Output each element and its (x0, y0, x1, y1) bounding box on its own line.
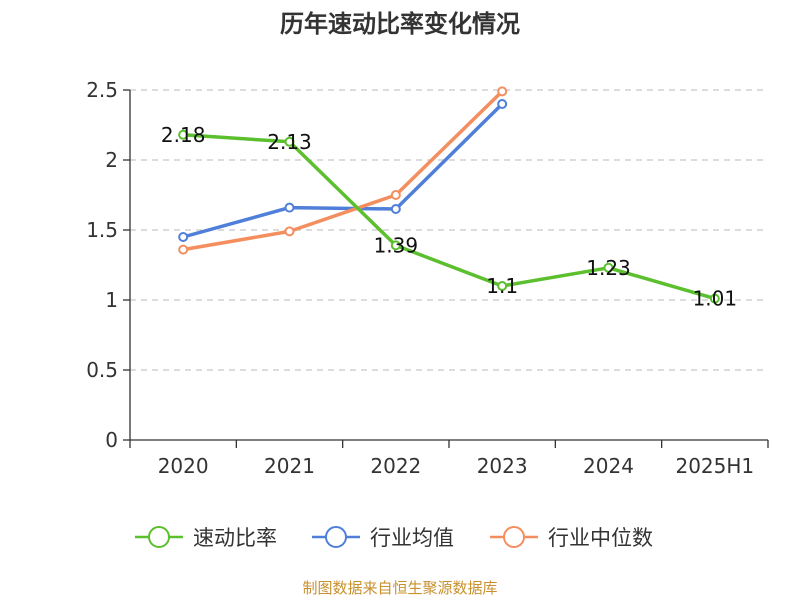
axes: 0 0.5 1 1.5 2 2.5 2020 2021 2022 2023 2024 2025H1 (86, 78, 769, 478)
y-tick-label: 2.5 (86, 78, 118, 102)
data-label: 2.13 (267, 130, 312, 154)
legend-marker (325, 526, 347, 548)
data-label: 1.39 (374, 233, 419, 257)
y-tick-label: 1 (105, 288, 118, 312)
data-label: 1.01 (693, 287, 738, 311)
data-label: 2.18 (161, 123, 206, 147)
x-tick-label: 2024 (583, 454, 634, 478)
legend-item-2[interactable]: 行业中位数 (490, 526, 653, 550)
data-point[interactable] (390, 240, 401, 251)
series-line-0 (181, 133, 717, 301)
data-label: 1.1 (486, 274, 518, 298)
x-tick-label: 2020 (158, 454, 209, 478)
series-line-1 (181, 102, 504, 239)
x-tick-label: 2021 (264, 454, 315, 478)
x-tick-label: 2022 (370, 454, 421, 478)
data-point[interactable] (390, 190, 401, 200)
legend[interactable]: 速动比率 行业均值 行业中位数 (135, 526, 653, 550)
data-point[interactable] (284, 136, 295, 147)
gridlines (130, 89, 768, 371)
y-tick-label: 2 (105, 148, 118, 172)
data-point[interactable] (603, 262, 614, 273)
legend-label: 速动比率 (193, 526, 277, 550)
x-tick-label: 2025H1 (675, 454, 754, 478)
y-tick-label: 0.5 (86, 358, 118, 382)
data-point[interactable] (709, 293, 720, 304)
y-tick-label: 1.5 (86, 218, 118, 242)
data-point[interactable] (497, 86, 508, 97)
data-point[interactable] (390, 204, 401, 214)
data-point[interactable] (284, 226, 295, 237)
legend-item-1[interactable]: 行业均值 (312, 526, 454, 550)
x-tick-label: 2023 (477, 454, 528, 478)
data-labels: 2.18 2.13 1.39 1.1 1.23 1.01 (161, 123, 737, 311)
legend-label: 行业均值 (370, 526, 454, 550)
data-point[interactable] (497, 281, 508, 291)
series-line-2 (181, 89, 504, 252)
data-point[interactable] (178, 232, 189, 242)
data-point[interactable] (178, 244, 189, 255)
data-point[interactable] (497, 99, 508, 109)
legend-label: 行业中位数 (548, 526, 653, 550)
chart-title: 历年速动比率变化情况 (280, 10, 520, 38)
y-tick-label: 0 (105, 428, 118, 452)
series-layer (178, 86, 720, 304)
legend-marker (148, 526, 170, 548)
legend-marker (503, 526, 525, 548)
legend-item-0[interactable]: 速动比率 (135, 526, 277, 550)
data-label: 1.23 (586, 256, 631, 280)
data-point[interactable] (178, 129, 189, 140)
data-point[interactable] (284, 202, 295, 213)
source-note: 制图数据来自恒生聚源数据库 (302, 579, 497, 597)
